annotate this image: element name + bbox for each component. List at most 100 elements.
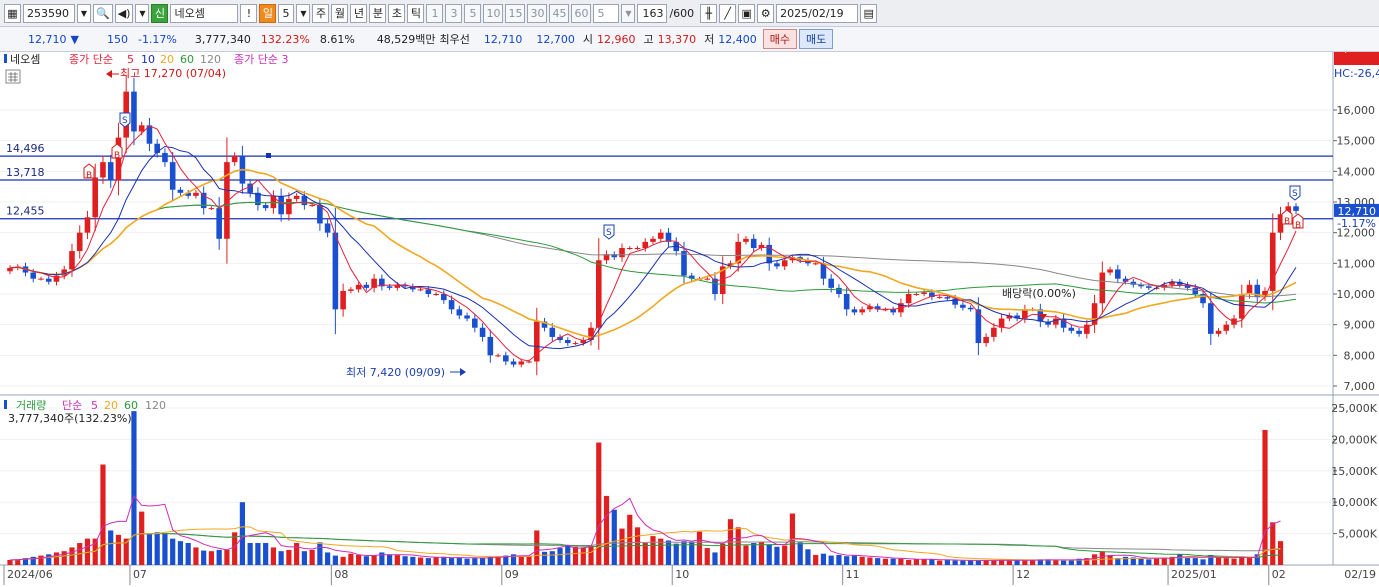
gear-icon[interactable]: ⚙ xyxy=(757,3,775,23)
price-axis: 16,00015,00014,00013,00012,00011,00010,0… xyxy=(1333,54,1379,393)
volume-bar xyxy=(84,538,91,565)
candle-body xyxy=(332,232,339,310)
draw-tool-icon[interactable]: ╱ xyxy=(719,3,737,23)
volume-bar xyxy=(658,538,664,565)
candle-body xyxy=(61,269,68,276)
volume-bar xyxy=(472,558,478,565)
chart-toolbar: ▦ 253590 ▼ 🔍 ◀) ▼ 신 네오셈 ! 일 5 ▼ 주 월 년 분 … xyxy=(0,0,1379,27)
volume-bar xyxy=(720,543,726,565)
new-listing-badge: 신 xyxy=(151,3,169,23)
dividend-marker-icon xyxy=(1039,314,1047,320)
volume-bar xyxy=(208,551,215,565)
save-icon[interactable]: ▣ xyxy=(738,3,756,23)
period-minute[interactable]: 분 xyxy=(369,3,387,23)
candle-body xyxy=(92,177,99,218)
period-year[interactable]: 년 xyxy=(350,3,368,23)
volume-bar xyxy=(317,542,323,565)
count-input[interactable]: 163 xyxy=(637,3,668,23)
volume-bar xyxy=(394,554,400,565)
period-week[interactable]: 주 xyxy=(312,3,330,23)
candle-body xyxy=(859,309,865,313)
minute-5[interactable]: 5 xyxy=(464,3,482,23)
candle-body xyxy=(611,254,618,258)
candle-body xyxy=(247,183,253,193)
legend-ma120: 120 xyxy=(200,53,221,66)
candle-body xyxy=(890,309,896,313)
candle-body xyxy=(1099,272,1106,304)
high-annotation: 최고 17,270 (07/04) xyxy=(120,67,226,80)
search-icon[interactable]: 🔍 xyxy=(93,3,113,23)
volume-bar xyxy=(921,559,927,565)
candle-body xyxy=(231,156,238,163)
minute-1[interactable]: 1 xyxy=(426,3,444,23)
current-volume-tag xyxy=(1334,52,1379,65)
code-input[interactable]: 253590 xyxy=(23,3,75,23)
best-bid: 12,700 xyxy=(536,32,575,46)
volume-bar xyxy=(588,546,594,565)
volume-bar xyxy=(224,549,230,565)
volume-bar xyxy=(123,538,129,565)
volume-bar xyxy=(100,464,106,565)
period-month[interactable]: 월 xyxy=(331,3,349,23)
candle-body xyxy=(1084,324,1090,334)
stock-chart[interactable]: 14,496 13,718 12,455 16,000 15,000 14,000 13,… xyxy=(0,52,1379,587)
candle-body xyxy=(162,152,168,163)
minute-45[interactable]: 45 xyxy=(549,3,570,23)
sell-button[interactable]: 매도 xyxy=(799,29,834,49)
candle-body xyxy=(410,286,416,290)
candle-body xyxy=(983,336,989,344)
ma10-line xyxy=(9,145,1297,350)
minute-3[interactable]: 3 xyxy=(445,3,463,23)
candle-body xyxy=(317,205,323,224)
volume-tick-label: 15,000K xyxy=(1331,465,1377,478)
layout-icon[interactable]: ▦ xyxy=(4,3,21,23)
buy-button[interactable]: 매수 xyxy=(762,29,798,49)
minute-60[interactable]: 60 xyxy=(571,3,592,23)
minute-dropdown-icon[interactable]: ▼ xyxy=(621,3,636,23)
candle-type-icon[interactable]: ╫ xyxy=(700,3,718,23)
volume-bar xyxy=(263,543,269,565)
candle-body xyxy=(386,286,393,288)
ma20-line xyxy=(9,168,1297,339)
volume: 3,777,340 xyxy=(194,32,251,46)
price-tick-label: 11,000 xyxy=(1337,257,1376,270)
period-day[interactable]: 일 xyxy=(259,3,277,23)
sound-dropdown-icon[interactable]: ▼ xyxy=(135,3,150,23)
period-value[interactable]: 5 xyxy=(278,3,295,23)
volume-bar xyxy=(673,543,679,565)
calendar-icon[interactable]: ▤ xyxy=(860,3,878,23)
sound-icon[interactable]: ◀) xyxy=(114,3,134,23)
code-dropdown-icon[interactable]: ▼ xyxy=(77,3,91,23)
minute-10[interactable]: 10 xyxy=(483,3,504,23)
minute-15[interactable]: 15 xyxy=(505,3,526,23)
period-tick[interactable]: 틱 xyxy=(407,3,425,23)
table-icon[interactable] xyxy=(5,69,21,84)
volume-bar xyxy=(1099,551,1105,565)
candle-body xyxy=(1262,290,1268,298)
volume-bar xyxy=(348,553,354,565)
volume-bar xyxy=(611,509,617,565)
line-anchor-handle[interactable] xyxy=(266,153,271,158)
candle-body xyxy=(138,125,145,132)
date-input[interactable]: 2025/02/19 xyxy=(776,3,859,23)
minute-30[interactable]: 30 xyxy=(527,3,548,23)
period-second[interactable]: 초 xyxy=(388,3,406,23)
candle-body xyxy=(208,208,215,210)
candle-body xyxy=(154,143,160,153)
volume-bar xyxy=(696,531,703,565)
candle-body xyxy=(967,307,974,310)
volume-bar xyxy=(1076,558,1082,565)
period-dropdown-icon[interactable]: ▼ xyxy=(296,3,311,23)
stock-name-field[interactable]: 네오셈 xyxy=(170,3,239,23)
candle-body xyxy=(820,263,827,279)
legend-ma-label: 종가 단순 xyxy=(69,53,113,66)
candle-body xyxy=(905,294,912,304)
candle-body xyxy=(781,260,788,267)
candle-body xyxy=(665,232,672,242)
alert-button[interactable]: ! xyxy=(240,3,258,23)
candle-body xyxy=(131,91,137,132)
minute-value[interactable]: 5 xyxy=(593,3,620,23)
volume-bar xyxy=(704,548,710,565)
volume-bar xyxy=(146,533,153,565)
candle-body xyxy=(1014,315,1020,319)
